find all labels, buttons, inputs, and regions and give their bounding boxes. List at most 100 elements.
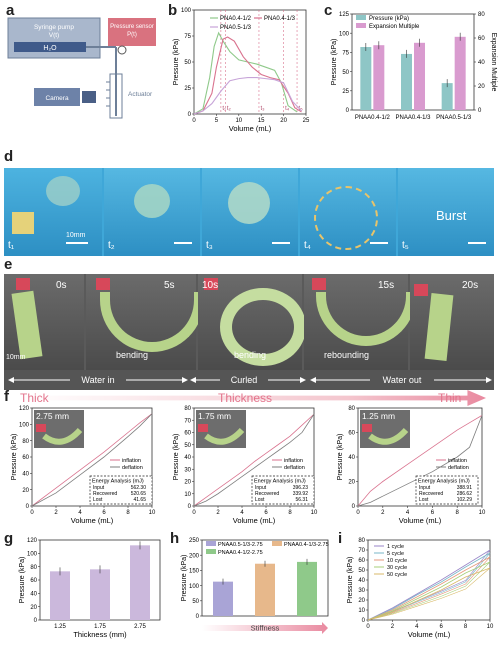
category-label: 1.25 [54, 624, 66, 630]
y-tick-label: 100 [19, 423, 30, 429]
inset-clamp [362, 424, 372, 432]
legend-label: inflation [284, 458, 303, 464]
frame-t3: t₃ [202, 168, 298, 256]
y-tick-label: 60 [22, 455, 29, 461]
energy-title: Energy Analysis (mJ) [418, 479, 470, 485]
y-tick-label: 0 [346, 108, 350, 114]
energy-row-label: Input [255, 485, 267, 491]
camera-box [34, 88, 80, 106]
panel-label-i: i [338, 530, 343, 547]
thin-label: Thin [438, 391, 462, 405]
chart-f3: 0 20 40 60 80 0 2 4 6 8 10 Pressure (kPa) Volume (mL… [337, 406, 486, 525]
y-tick-label: 40 [30, 592, 37, 598]
y-tick-label: 50 [184, 443, 191, 449]
photo-strip-e: 0s 10mm 5s bending 10s bending 15s rebou… [4, 274, 494, 372]
chart-c: 0 25 50 75 100 125 Pressure (kPa) 0 20 40 60 80 Expa… [331, 12, 497, 121]
sensor-label-2: P(t) [127, 32, 137, 38]
stiffness-arrow [202, 622, 328, 634]
y-tick-label: 150 [189, 569, 200, 575]
y-tick-label: 100 [339, 31, 350, 37]
y-tick-label: 50 [184, 60, 191, 66]
legend-label: 10 cycle [387, 558, 407, 564]
thickness-title: 1.25 mm [362, 411, 395, 421]
x-tick-label: 8 [288, 510, 292, 516]
chart-h: 0 50 100 150 200 250 Pressure (kPa) PNAA0.5-1/3… [181, 538, 329, 634]
series-line-pna0-4-1-2 [193, 31, 298, 115]
y-tick-label: 50 [342, 70, 349, 76]
energy-row-value: 41.65 [133, 497, 146, 503]
y-axis-label: Pressure (kPa) [347, 557, 354, 604]
x-tick-label: 10 [235, 118, 242, 124]
series-line-deflation [31, 413, 153, 507]
y-tick-label: 120 [19, 406, 30, 412]
time-marker-label: t₃ [260, 106, 265, 112]
x-tick-label: 10 [479, 510, 486, 516]
y-tick-label: 20 [348, 480, 355, 486]
energy-box [251, 475, 315, 505]
syringe-label: Syringe pump [34, 24, 74, 31]
y-tick-label: 0 [34, 618, 38, 624]
y-tick-label: 40 [184, 455, 191, 461]
bar-expansion [454, 36, 466, 110]
panel-label-f: f [4, 388, 9, 405]
y-tick-label: 80 [30, 565, 37, 571]
y-tick-label: 60 [358, 558, 365, 564]
x-axis-label: Volume (mL) [229, 124, 272, 133]
bar [297, 561, 317, 616]
legend-swatch [356, 23, 366, 28]
frame-10s: 10s bending [198, 274, 306, 372]
frame-t4: t₄ [300, 168, 396, 256]
panel-label-a: a [6, 2, 15, 19]
x-tick-label: 6 [440, 624, 444, 630]
legend-label: inflation [122, 458, 141, 464]
y-tick-label: 120 [27, 538, 38, 544]
frame-5s: 5s bending [86, 274, 204, 372]
legend-label: PNAA0.5-1/3-2.75 [218, 542, 263, 548]
x-tick-label: 8 [464, 624, 468, 630]
energy-row-label: Recovered [93, 491, 117, 497]
y-tick-label: 75 [184, 34, 191, 40]
energy-row-label: Input [93, 485, 105, 491]
y-axis-label: Pressure (kPa) [337, 434, 344, 481]
x-tick-label: 2 [381, 510, 385, 516]
panel-label-c: c [324, 2, 333, 19]
y-tick-label: 80 [358, 538, 365, 544]
series-line-5-cycle [367, 552, 491, 621]
x-tick-label: 10 [311, 510, 318, 516]
legend-label: deflation [284, 465, 305, 471]
y-axis-label: Pressure (kPa) [181, 555, 188, 602]
energy-row-value: 520.65 [131, 491, 147, 497]
x-tick-label: 2 [216, 510, 220, 516]
bar [255, 563, 275, 616]
y-tick-label: 60 [184, 431, 191, 437]
stiffness-label: Stiffness [251, 624, 280, 633]
y-tick-label: 20 [358, 598, 365, 604]
legend-swatch [272, 541, 282, 546]
x-axis-label: Volume (mL) [408, 630, 451, 639]
gauge-icon [117, 45, 127, 55]
y-tick-label: 10 [358, 608, 365, 614]
x-tick-label: 4 [415, 624, 419, 630]
y-tick-label: 100 [189, 584, 200, 590]
legend-label: PNAA0.4-1/3-2.75 [284, 542, 329, 548]
series-line-50-cycle [367, 567, 491, 621]
energy-row-value: 339.92 [293, 491, 309, 497]
energy-row-label: Lost [419, 497, 429, 503]
series-line-10-cycle-return [367, 556, 491, 621]
x-tick-label: 6 [431, 510, 435, 516]
y-tick-label: 40 [358, 578, 365, 584]
x-tick-label: 8 [126, 510, 130, 516]
energy-row-value: 388.91 [457, 485, 473, 491]
inset-actuator [204, 427, 245, 445]
fluid-label: H₂O [43, 45, 57, 52]
y-axis-label: Pressure (kPa) [19, 557, 26, 604]
series-line-deflation [193, 413, 315, 507]
y-tick-label: 25 [184, 86, 191, 92]
y-tick-label: 100 [27, 552, 38, 558]
bar [90, 569, 110, 620]
thickness-title: 2.75 mm [36, 411, 69, 421]
series-line-30-cycle-return [367, 561, 491, 621]
bar [130, 545, 150, 620]
y-tick-label: 30 [184, 467, 191, 473]
actuator-label: Actuator [128, 91, 153, 98]
